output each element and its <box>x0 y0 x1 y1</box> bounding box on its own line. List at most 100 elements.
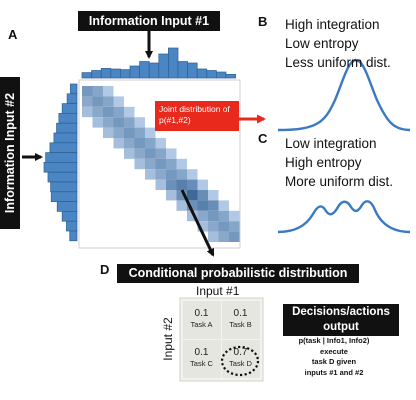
table-cell-task-a: 0.1 Task A <box>182 300 221 339</box>
top-histogram-bar <box>158 53 169 79</box>
heatmap-cell <box>197 221 208 232</box>
heatmap-cell <box>124 127 135 138</box>
heatmap-cell <box>113 106 124 118</box>
left-histogram-bar <box>53 132 78 144</box>
decision-line-2: execute <box>320 346 348 356</box>
table-cell-task-b: 0.1 Task B <box>221 300 260 339</box>
heatmap-cell <box>155 158 166 170</box>
heatmap-cell <box>103 86 114 97</box>
heatmap-cell <box>208 200 219 211</box>
panel-c-line-3: More uniform dist. <box>285 174 394 189</box>
cell-bg-b <box>222 301 260 339</box>
heatmap-cell <box>155 179 166 190</box>
heatmap-cell <box>155 169 166 180</box>
top-histogram-bar <box>196 68 208 79</box>
heatmap-cell <box>218 200 229 211</box>
top-histogram-bar <box>206 70 217 79</box>
cell-task: Task A <box>190 320 213 329</box>
panel-letter-a: A <box>8 27 18 42</box>
heatmap-cell <box>155 148 166 159</box>
left-histogram-bar <box>50 191 78 202</box>
heatmap-cell <box>176 169 187 180</box>
heatmap-cell <box>166 158 177 170</box>
panel-c-curve <box>277 200 411 234</box>
heatmap-cell <box>103 96 114 107</box>
heatmap-cell <box>187 169 198 180</box>
panel-b-line-1: High integration <box>285 17 380 32</box>
heatmap-cell <box>134 148 145 159</box>
table-cell-task-c: 0.1 Task C <box>182 339 221 378</box>
decisions-label-line-2: output <box>323 321 359 333</box>
left-histogram-bar <box>58 113 78 124</box>
left-marginal-histogram <box>43 83 78 242</box>
top-histogram-bar <box>168 47 179 79</box>
top-histogram-bar <box>139 61 150 79</box>
heatmap-cell <box>197 210 208 222</box>
panel-c-line-1: Low integration <box>285 136 377 151</box>
panel-b-line-2: Low entropy <box>285 36 359 51</box>
left-histogram-bar <box>43 162 78 173</box>
heatmap-cell <box>187 210 198 222</box>
heatmap-cell <box>176 179 187 190</box>
heatmap-cell <box>197 190 208 201</box>
heatmap-cell <box>124 106 135 118</box>
cell-bg-a <box>183 301 221 339</box>
left-histogram-bar <box>50 181 78 193</box>
heatmap-cell <box>166 190 177 201</box>
task-d-highlight-ellipse <box>220 345 260 377</box>
panel-letter-d: D <box>100 262 110 277</box>
heatmap-cell <box>208 221 219 232</box>
heatmap-cell <box>82 106 93 118</box>
top-histogram-bar <box>110 68 121 79</box>
panel-b-line-3: Less uniform dist. <box>285 55 391 70</box>
left-histogram-bar <box>70 83 78 95</box>
heatmap-cell <box>176 158 187 170</box>
heatmap-cell <box>124 117 135 128</box>
heatmap-cell <box>145 148 156 159</box>
cell-task: Task C <box>190 359 213 368</box>
heatmap-cell <box>187 200 198 211</box>
heatmap-cell <box>82 86 93 97</box>
cell-task: Task B <box>229 320 252 329</box>
panel-c-text: Low integration High entropy More unifor… <box>285 134 393 191</box>
top-histogram-bar <box>129 65 140 79</box>
cell-value: 0.1 <box>194 308 209 319</box>
heatmap-cell <box>124 148 135 159</box>
heatmap-cell <box>208 190 219 201</box>
heatmap-cell <box>124 138 135 149</box>
decisions-output-label: Decisions/actions output <box>283 304 399 336</box>
left-histogram-bar <box>66 93 78 104</box>
heatmap-cell <box>92 117 103 128</box>
left-histogram-bar <box>56 201 78 212</box>
left-histogram-bar <box>69 230 78 242</box>
left-histogram-bar <box>45 152 78 163</box>
panel-letter-c: C <box>258 131 268 146</box>
heatmap-cell <box>187 179 198 190</box>
heatmap-cell <box>145 127 156 138</box>
heatmap-cell <box>113 96 124 107</box>
heatmap-cell <box>218 210 229 222</box>
heatmap-cell <box>208 210 219 222</box>
heatmap-cell <box>197 200 208 211</box>
panel-b-text: High integration Low entropy Less unifor… <box>285 15 391 72</box>
top-histogram-bar <box>81 72 92 79</box>
top-histogram-bar <box>216 71 227 79</box>
heatmap-cell <box>134 117 145 128</box>
decision-line-3: task D given <box>311 357 357 366</box>
top-histogram-bar <box>225 74 236 79</box>
heatmap-cell <box>218 231 229 242</box>
left-histogram-bar <box>61 103 78 114</box>
heatmap-cell <box>145 169 156 180</box>
top-histogram-bar <box>100 68 112 79</box>
heatmap-cell <box>155 138 166 149</box>
panel-b-curve <box>277 58 411 132</box>
cell-bg-c <box>183 340 221 378</box>
conditional-arrow <box>180 189 215 257</box>
heatmap-cell <box>103 127 114 138</box>
heatmap-cell <box>113 127 124 138</box>
heatmap-cell <box>134 138 145 149</box>
heatmap-cell <box>145 138 156 149</box>
panel-letter-b: B <box>258 14 268 29</box>
left-histogram-bar <box>49 142 78 153</box>
top-histogram-bar <box>120 69 131 79</box>
